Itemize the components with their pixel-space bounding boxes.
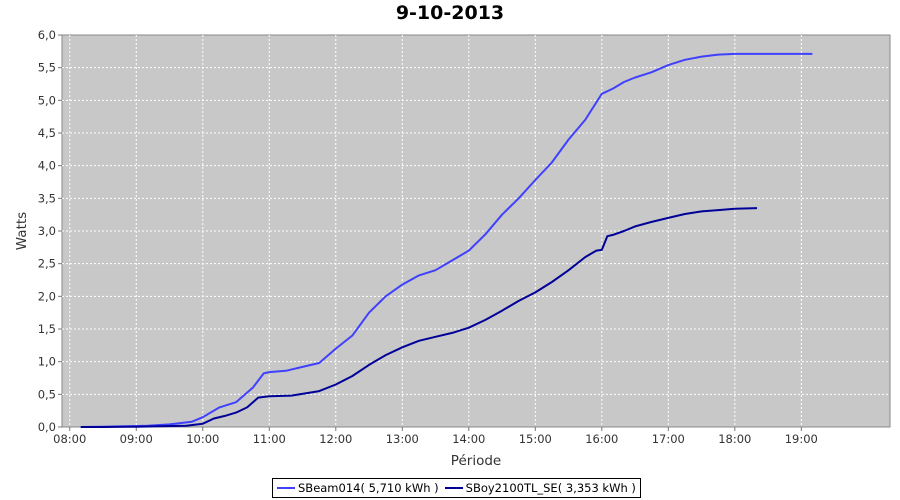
- legend-swatch-sboy2100tl: [444, 487, 463, 489]
- legend-item-sboy2100tl: SBoy2100TL_SE( 3,353 kWh ): [444, 481, 636, 495]
- y-tick-label: 5,5: [38, 61, 56, 75]
- x-tick-label: 10:00: [186, 432, 219, 446]
- x-tick-label: 17:00: [652, 432, 685, 446]
- series-line-0: [80, 52, 813, 428]
- x-tick-label: 13:00: [386, 432, 419, 446]
- x-tick-label: 18:00: [718, 432, 751, 446]
- x-tick-label: 15:00: [519, 432, 552, 446]
- y-axis-label: Watts: [14, 212, 30, 250]
- y-tick-label: 1,0: [38, 355, 56, 369]
- legend-label-sboy2100tl: SBoy2100TL_SE( 3,353 kWh ): [465, 481, 636, 495]
- chart-title: 9-10-2013: [395, 2, 505, 24]
- legend-item-sbeam014: SBeam014( 5,710 kWh ): [277, 481, 439, 495]
- x-tick-label: 14:00: [452, 432, 485, 446]
- y-tick-label: 2,5: [38, 257, 56, 271]
- legend-label-sbeam014: SBeam014( 5,710 kWh ): [298, 481, 439, 495]
- y-tick-label: 0,5: [38, 387, 56, 401]
- series-line-1: [80, 207, 758, 428]
- x-tick-label: 19:00: [785, 432, 818, 446]
- grid-lines: [62, 35, 890, 427]
- x-axis-label: Période: [451, 453, 501, 469]
- x-tick-label: 09:00: [120, 432, 153, 446]
- y-tick-label: 1,5: [38, 322, 56, 336]
- y-tick-label: 6,0: [38, 28, 56, 42]
- y-tick-label: 0,0: [38, 420, 56, 434]
- x-tick-label: 11:00: [253, 432, 286, 446]
- y-tick-label: 4,0: [38, 159, 56, 173]
- legend: SBeam014( 5,710 kWh ) SBoy2100TL_SE( 3,3…: [272, 478, 641, 498]
- y-tick-label: 3,5: [38, 191, 56, 205]
- series-layer: [80, 52, 813, 428]
- legend-swatch-sbeam014: [277, 487, 295, 489]
- axes: 0,0 0,5 1,0 1,5 2,0 2,5 3,0 3,5 4,0 4,5 5,0 5,5 6,0 0…: [38, 28, 818, 446]
- y-tick-label: 3,0: [38, 224, 56, 238]
- x-tick-label: 16:00: [585, 432, 618, 446]
- x-tick-label: 12:00: [319, 432, 352, 446]
- x-tick-label: 08:00: [53, 432, 86, 446]
- y-tick-label: 4,5: [38, 126, 56, 140]
- y-tick-label: 2,0: [38, 289, 56, 303]
- y-tick-label: 5,0: [38, 93, 56, 107]
